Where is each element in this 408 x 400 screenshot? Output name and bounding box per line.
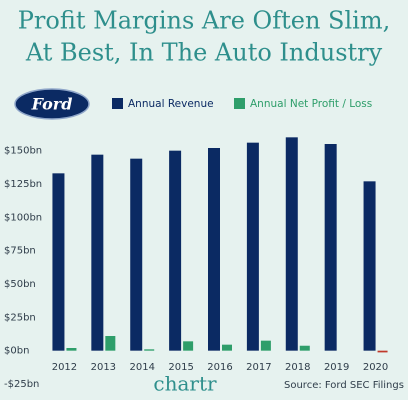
logo xyxy=(14,88,90,120)
bar xyxy=(52,173,65,351)
x-tick-label: 2018 xyxy=(285,362,310,373)
chart-title: At Best, In The Auto Industry xyxy=(25,39,383,67)
bar xyxy=(377,350,388,353)
bar xyxy=(246,142,259,351)
bar xyxy=(299,345,310,351)
bar xyxy=(105,336,116,351)
legend-swatch xyxy=(112,98,123,109)
legend-label: Annual Net Profit / Loss xyxy=(250,98,372,110)
y-tick-label: $125bn xyxy=(4,179,42,190)
bar xyxy=(285,137,298,351)
y-tick-label: $0bn xyxy=(4,346,29,357)
bar xyxy=(169,150,182,351)
branding: chartr xyxy=(153,372,217,396)
chart-title: Profit Margins Are Often Slim, xyxy=(18,7,390,35)
y-tick-label: -$25bn xyxy=(4,379,39,390)
x-tick-label: 2013 xyxy=(91,362,116,373)
bar xyxy=(208,148,220,351)
logo-text: Ford xyxy=(31,95,73,114)
bar xyxy=(130,158,143,351)
source: Source: Ford SEC Filings xyxy=(284,380,404,391)
bar xyxy=(91,154,104,351)
bar xyxy=(144,349,155,351)
y-tick-label: $25bn xyxy=(4,312,36,323)
legend-label: Annual Revenue xyxy=(128,98,214,110)
x-tick-label: 2014 xyxy=(129,362,154,373)
bar xyxy=(222,344,232,351)
x-tick-label: 2015 xyxy=(168,362,193,373)
bar xyxy=(363,181,376,351)
x-tick-label: 2016 xyxy=(207,362,232,373)
x-tick-label: 2019 xyxy=(324,362,349,373)
bar xyxy=(66,348,77,351)
y-tick-label: $75bn xyxy=(4,246,36,257)
y-tick-label: $100bn xyxy=(4,212,42,223)
y-tick-label: $50bn xyxy=(4,279,36,290)
bar xyxy=(324,144,337,351)
bar xyxy=(260,340,271,351)
y-tick-label: $150bn xyxy=(4,146,42,157)
x-tick-label: 2020 xyxy=(363,362,388,373)
legend-swatch xyxy=(234,98,245,109)
x-tick-label: 2012 xyxy=(52,362,77,373)
bar xyxy=(183,341,194,351)
x-tick-label: 2017 xyxy=(246,362,271,373)
